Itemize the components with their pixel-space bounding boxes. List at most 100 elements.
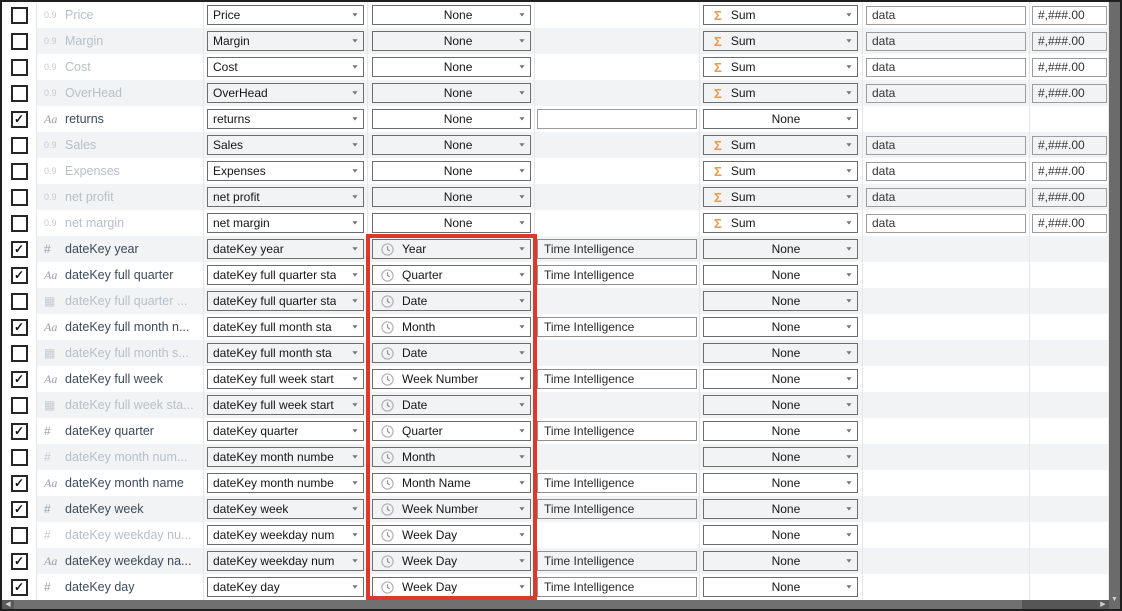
- row-checkbox[interactable]: ✓: [10, 6, 28, 24]
- caption-input[interactable]: data: [866, 161, 1026, 181]
- aggregation-dropdown[interactable]: Σ None ▼: [703, 421, 858, 441]
- caption-input[interactable]: data: [866, 31, 1026, 51]
- caption-input[interactable]: data: [866, 57, 1026, 77]
- time-intelligence-badge[interactable]: Time Intelligence: [537, 499, 697, 519]
- datepart-dropdown[interactable]: Week Day ▼: [372, 551, 531, 571]
- aggregation-dropdown[interactable]: Σ None ▼: [703, 499, 858, 519]
- field-dropdown[interactable]: dateKey full quarter sta ▼: [207, 291, 364, 311]
- row-checkbox[interactable]: ✓: [10, 32, 28, 50]
- datepart-dropdown[interactable]: Month ▼: [372, 317, 531, 337]
- field-dropdown[interactable]: returns ▼: [207, 109, 364, 129]
- row-checkbox[interactable]: ✓: [10, 58, 28, 76]
- field-dropdown[interactable]: dateKey full month sta ▼: [207, 343, 364, 363]
- aggregation-dropdown[interactable]: Σ None ▼: [703, 317, 858, 337]
- time-intelligence-badge[interactable]: Time Intelligence: [537, 265, 697, 285]
- row-checkbox[interactable]: ✓: [10, 422, 28, 440]
- caption-input[interactable]: data: [866, 187, 1026, 207]
- field-dropdown[interactable]: dateKey day ▼: [207, 577, 364, 597]
- datepart-dropdown[interactable]: None ▼: [372, 5, 531, 25]
- field-dropdown[interactable]: OverHead ▼: [207, 83, 364, 103]
- horizontal-scrollbar-track[interactable]: [1022, 600, 1097, 609]
- format-input[interactable]: #,###.00: [1032, 5, 1107, 25]
- aggregation-dropdown[interactable]: Σ None ▼: [703, 291, 858, 311]
- aggregation-dropdown[interactable]: Σ None ▼: [703, 525, 858, 545]
- time-intelligence-badge[interactable]: Time Intelligence: [537, 577, 697, 597]
- datepart-dropdown[interactable]: Week Day ▼: [372, 525, 531, 545]
- aggregation-dropdown[interactable]: Σ Sum ▼: [703, 135, 858, 155]
- field-dropdown[interactable]: dateKey month numbe ▼: [207, 473, 364, 493]
- field-dropdown[interactable]: net profit ▼: [207, 187, 364, 207]
- field-dropdown[interactable]: Price ▼: [207, 5, 364, 25]
- aggregation-dropdown[interactable]: Σ Sum ▼: [703, 57, 858, 77]
- datepart-dropdown[interactable]: Month Name ▼: [372, 473, 531, 493]
- datepart-dropdown[interactable]: None ▼: [372, 109, 531, 129]
- row-checkbox[interactable]: ✓: [10, 578, 28, 596]
- format-input[interactable]: #,###.00: [1032, 161, 1107, 181]
- aggregation-dropdown[interactable]: Σ None ▼: [703, 577, 858, 597]
- row-checkbox[interactable]: ✓: [10, 448, 28, 466]
- time-intelligence-badge[interactable]: Time Intelligence: [537, 239, 697, 259]
- caption-input[interactable]: data: [866, 83, 1026, 103]
- time-intelligence-badge[interactable]: Time Intelligence: [537, 473, 697, 493]
- field-dropdown[interactable]: dateKey quarter ▼: [207, 421, 364, 441]
- field-dropdown[interactable]: dateKey year ▼: [207, 239, 364, 259]
- aggregation-dropdown[interactable]: Σ Sum ▼: [703, 187, 858, 207]
- datepart-dropdown[interactable]: Week Day ▼: [372, 577, 531, 597]
- row-checkbox[interactable]: ✓: [10, 84, 28, 102]
- datepart-dropdown[interactable]: Date ▼: [372, 291, 531, 311]
- aggregation-dropdown[interactable]: Σ None ▼: [703, 265, 858, 285]
- field-dropdown[interactable]: net margin ▼: [207, 213, 364, 233]
- aggregation-dropdown[interactable]: Σ None ▼: [703, 369, 858, 389]
- row-checkbox[interactable]: ✓: [10, 110, 28, 128]
- aggregation-dropdown[interactable]: Σ None ▼: [703, 343, 858, 363]
- datepart-dropdown[interactable]: None ▼: [372, 83, 531, 103]
- row-checkbox[interactable]: ✓: [10, 552, 28, 570]
- aggregation-dropdown[interactable]: Σ None ▼: [703, 239, 858, 259]
- field-dropdown[interactable]: Expenses ▼: [207, 161, 364, 181]
- datepart-dropdown[interactable]: Year ▼: [372, 239, 531, 259]
- datepart-dropdown[interactable]: Month ▼: [372, 447, 531, 467]
- horizontal-scrollbar-thumb[interactable]: [14, 600, 1022, 609]
- datepart-dropdown[interactable]: Quarter ▼: [372, 265, 531, 285]
- datepart-dropdown[interactable]: None ▼: [372, 161, 531, 181]
- datepart-dropdown[interactable]: None ▼: [372, 213, 531, 233]
- aggregation-dropdown[interactable]: Σ Sum ▼: [703, 5, 858, 25]
- time-intelligence-badge[interactable]: Time Intelligence: [537, 369, 697, 389]
- caption-input[interactable]: data: [866, 5, 1026, 25]
- format-input[interactable]: #,###.00: [1032, 57, 1107, 77]
- datepart-dropdown[interactable]: Quarter ▼: [372, 421, 531, 441]
- datepart-dropdown[interactable]: Week Number ▼: [372, 499, 531, 519]
- field-dropdown[interactable]: dateKey weekday num ▼: [207, 551, 364, 571]
- row-checkbox[interactable]: ✓: [10, 474, 28, 492]
- format-input[interactable]: #,###.00: [1032, 187, 1107, 207]
- row-checkbox[interactable]: ✓: [10, 526, 28, 544]
- field-dropdown[interactable]: dateKey full week start ▼: [207, 369, 364, 389]
- row-checkbox[interactable]: ✓: [10, 318, 28, 336]
- field-dropdown[interactable]: Margin ▼: [207, 31, 364, 51]
- field-dropdown[interactable]: dateKey weekday num ▼: [207, 525, 364, 545]
- datepart-dropdown[interactable]: None ▼: [372, 135, 531, 155]
- caption-input[interactable]: data: [866, 213, 1026, 233]
- aggregation-dropdown[interactable]: Σ Sum ▼: [703, 213, 858, 233]
- field-dropdown[interactable]: dateKey week ▼: [207, 499, 364, 519]
- format-input[interactable]: #,###.00: [1032, 31, 1107, 51]
- time-intelligence-badge[interactable]: Time Intelligence: [537, 317, 697, 337]
- horizontal-scrollbar[interactable]: ◀ ▶: [2, 600, 1109, 609]
- format-input[interactable]: #,###.00: [1032, 135, 1107, 155]
- scroll-right-icon[interactable]: ▶: [1100, 601, 1106, 608]
- aggregation-dropdown[interactable]: Σ Sum ▼: [703, 31, 858, 51]
- aggregation-dropdown[interactable]: Σ Sum ▼: [703, 161, 858, 181]
- datepart-dropdown[interactable]: None ▼: [372, 187, 531, 207]
- aggregation-dropdown[interactable]: Σ None ▼: [703, 473, 858, 493]
- row-checkbox[interactable]: ✓: [10, 162, 28, 180]
- datepart-dropdown[interactable]: None ▼: [372, 57, 531, 77]
- datepart-dropdown[interactable]: Date ▼: [372, 395, 531, 415]
- row-checkbox[interactable]: ✓: [10, 240, 28, 258]
- field-dropdown[interactable]: dateKey full week start ▼: [207, 395, 364, 415]
- scroll-down-icon[interactable]: ▼: [1111, 596, 1118, 603]
- format-input[interactable]: #,###.00: [1032, 213, 1107, 233]
- aggregation-dropdown[interactable]: Σ None ▼: [703, 551, 858, 571]
- caption-input[interactable]: data: [866, 135, 1026, 155]
- time-intelligence-badge[interactable]: Time Intelligence: [537, 421, 697, 441]
- row-checkbox[interactable]: ✓: [10, 136, 28, 154]
